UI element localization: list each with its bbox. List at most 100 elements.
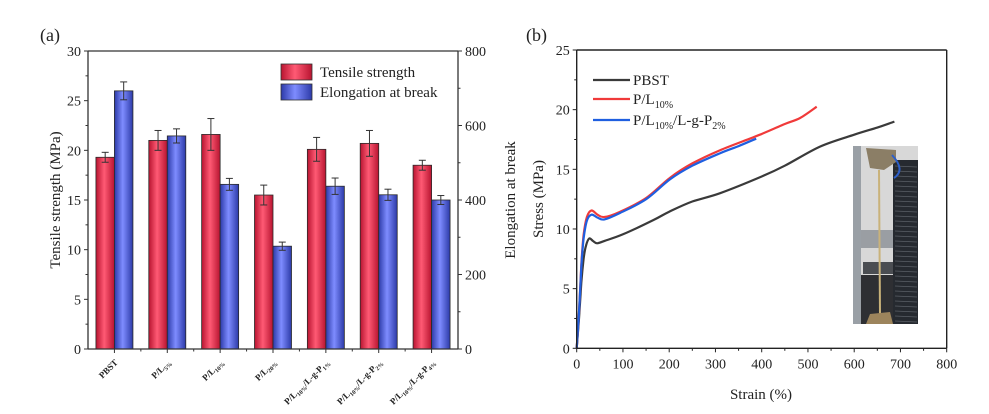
legend: PBST P/L10% P/L10%/L-g-P2%: [593, 73, 726, 132]
y-tick-label-left: 5: [74, 293, 81, 308]
y-tick-label-left: 20: [67, 144, 81, 159]
y-tick-label-left: 25: [67, 95, 81, 110]
error-bar: [260, 184, 268, 206]
inset-slat: [894, 225, 918, 228]
bar-elongation: [325, 185, 345, 350]
y-tick-label-left: 0: [74, 343, 81, 358]
bar-elongation: [272, 245, 292, 350]
inset-slat: [894, 245, 918, 248]
inset-lower-grip: [866, 312, 893, 324]
inset-slat: [894, 235, 918, 238]
error-bar: [437, 195, 445, 205]
error-bar: [384, 188, 392, 201]
x-tick-label: 500: [797, 357, 818, 372]
inset-slat: [894, 195, 918, 198]
inset-slat: [894, 230, 918, 233]
legend: Tensile strength Elongation at break: [280, 63, 438, 101]
y-tick-label: 10: [556, 223, 570, 238]
legend-label-p-l10: P/L10%: [633, 92, 673, 111]
inset-slat: [894, 240, 918, 243]
bar-tensile: [412, 164, 432, 350]
inset-frame-left: [853, 146, 861, 324]
inset-slat: [894, 250, 918, 253]
inset-upper-grip: [866, 148, 896, 170]
y-tick-label: 5: [563, 283, 570, 298]
bar-elongation: [431, 199, 451, 350]
x-tick-label: 400: [751, 357, 772, 372]
y-axis-title-right: Elongation at break: [503, 141, 519, 259]
x-tick-label: P/L5%: [149, 357, 174, 382]
x-tick-label: 600: [844, 357, 865, 372]
bar-elongation: [114, 90, 134, 350]
legend-label-pbst: PBST: [633, 73, 669, 89]
bar-elongation: [219, 183, 240, 350]
bar-elongation: [166, 135, 187, 350]
bar-tensile: [306, 148, 327, 350]
y-tick-label-right: 800: [465, 45, 486, 60]
y-tick-label: 25: [556, 44, 570, 59]
curves: [575, 105, 895, 349]
inset-photo: [853, 146, 918, 324]
inset-slat: [894, 200, 918, 203]
inset-slat: [894, 185, 918, 188]
y-axis-title-left: Tensile strength (MPa): [48, 131, 64, 268]
bar-tensile: [254, 194, 274, 350]
y-tick-label-right: 200: [465, 269, 486, 284]
error-bar: [331, 177, 339, 195]
inset-slat: [894, 260, 918, 263]
y-axis-title: Stress (MPa): [531, 160, 547, 238]
x-tick-label: P/L20%: [253, 357, 280, 384]
error-bar: [173, 128, 181, 144]
error-bar: [101, 151, 109, 163]
x-tick-label: P/L10%/L-g-P1%: [282, 357, 333, 408]
error-bar: [120, 81, 128, 101]
x-tick-label: P/L10%/L-g-P2%: [335, 357, 386, 408]
curve-p-l10: [575, 105, 818, 349]
error-bar: [154, 129, 162, 151]
x-tick-label: PBST: [97, 357, 120, 380]
x-tick-label: 0: [573, 357, 580, 372]
bar-tensile: [201, 134, 221, 350]
y-tick-label-right: 600: [465, 120, 486, 135]
x-tick-label: P/L10%: [200, 357, 227, 384]
axes: 0 100 200 300 400 500 600 700 800 0 5 10 15 20 25: [556, 44, 958, 372]
inset-slat: [894, 275, 918, 278]
inset-slat: [894, 210, 918, 213]
y-tick-label: 20: [556, 104, 570, 119]
x-tick-label: P/L10%/L-g-P4%: [388, 357, 439, 408]
panel-b-line-chart: (b) 0 100 200 300 400 500 600 700 8000510152025 …: [526, 25, 957, 403]
inset-column-slats: [894, 165, 918, 323]
x-tick-label: 200: [659, 357, 680, 372]
legend-label-elongation: Elongation at break: [320, 85, 438, 101]
bar-elongation: [378, 194, 398, 350]
y-tick-label-left: 15: [67, 194, 81, 209]
inset-slat: [894, 180, 918, 183]
curve-pbst: [575, 120, 895, 349]
inset-blue-hose: [891, 154, 901, 179]
panel-label-a: (a): [40, 25, 60, 46]
panel-a-bar-chart: (a) PBST P/L5% P/L10% P/L20%P/L10%/L-g-P1%P…: [40, 25, 519, 408]
panel-label-b: (b): [526, 25, 547, 46]
inset-slat: [894, 315, 918, 318]
inset-platform: [863, 262, 893, 274]
legend-label-p-l10-l-g-p2: P/L10%/L-g-P2%: [633, 113, 726, 132]
bar-tensile: [359, 142, 380, 350]
inset-slat: [894, 280, 918, 283]
legend-swatch-tensile: [280, 63, 313, 81]
y-tick-label: 0: [563, 342, 570, 357]
inset-slat: [894, 300, 918, 303]
inset-slat: [894, 205, 918, 208]
bar-tensile: [148, 139, 168, 350]
inset-slat: [894, 310, 918, 313]
error-bar: [365, 129, 373, 157]
inset-wall: [861, 230, 893, 248]
error-bar: [313, 136, 321, 162]
inset-slat: [894, 265, 918, 268]
error-bar: [278, 241, 286, 251]
inset-slat: [894, 285, 918, 288]
error-bar: [418, 159, 426, 171]
y-tick-label: 15: [556, 163, 570, 178]
error-bar: [207, 118, 215, 151]
y-tick-label-right: 0: [465, 343, 472, 358]
inset-slat: [894, 190, 918, 193]
